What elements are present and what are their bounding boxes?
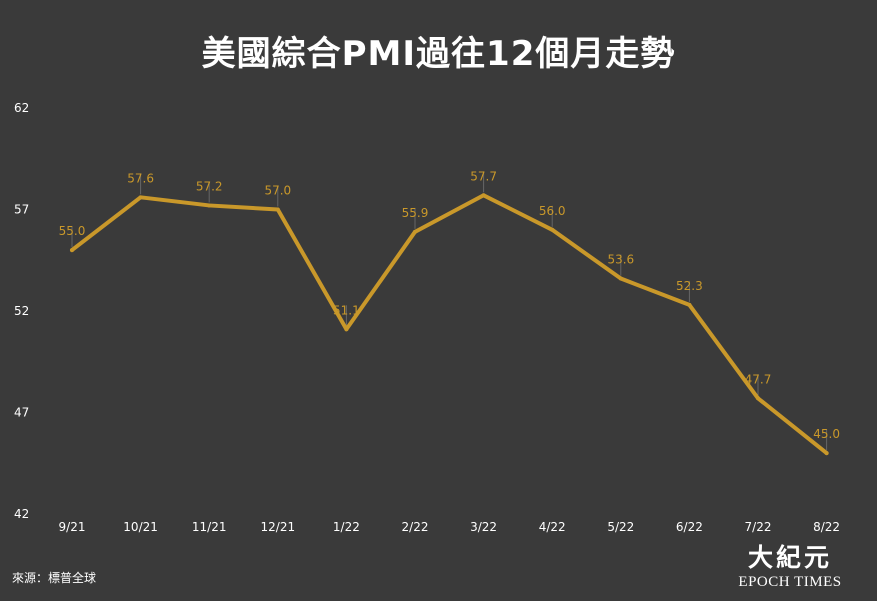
data-labels: 55.0 57.6 57.2 57.0 51.1 55.9 57.7 56.0 53.6 52.3… (59, 169, 840, 441)
x-tick-label: 3/22 (470, 520, 497, 534)
label-guide-lines (71, 171, 828, 451)
source-note: 來源：標普全球 (12, 571, 97, 585)
y-tick-label: 52 (14, 304, 29, 318)
y-tick-label: 62 (14, 101, 29, 115)
logo-chinese-text: 大紀元 (747, 543, 832, 572)
x-tick-label: 11/21 (192, 520, 227, 534)
data-point (687, 302, 692, 307)
y-axis-ticks: 62 57 52 47 42 (14, 101, 29, 521)
x-tick-label: 10/21 (123, 520, 158, 534)
y-tick-label: 47 (14, 406, 29, 420)
epoch-times-logo: 大紀元 EPOCH TIMES (737, 538, 843, 596)
data-label: 45.0 (813, 427, 840, 441)
data-label: 55.9 (402, 206, 429, 220)
data-point (344, 327, 349, 332)
data-label: 57.6 (127, 171, 154, 185)
x-tick-label: 7/22 (745, 520, 772, 534)
data-point (618, 276, 623, 281)
data-label: 51.1 (333, 303, 360, 317)
y-tick-label: 42 (14, 507, 29, 521)
data-point (824, 451, 829, 456)
data-label: 57.2 (196, 179, 223, 193)
data-point (413, 229, 417, 234)
data-label: 57.7 (470, 169, 497, 183)
x-tick-label: 9/21 (59, 520, 86, 534)
x-tick-label: 4/22 (539, 520, 566, 534)
x-tick-label: 1/22 (333, 520, 360, 534)
x-tick-label: 12/21 (261, 520, 296, 534)
logo-english-text: EPOCH TIMES (738, 574, 842, 590)
pmi-series-line (70, 193, 829, 456)
data-label: 57.0 (264, 184, 291, 198)
data-point (550, 227, 555, 232)
data-label: 52.3 (676, 279, 703, 293)
data-point (138, 195, 143, 200)
data-label: 47.7 (745, 372, 772, 386)
x-tick-label: 5/22 (607, 520, 634, 534)
x-tick-label: 2/22 (402, 520, 429, 534)
data-points (70, 193, 829, 456)
x-tick-label: 6/22 (676, 520, 703, 534)
data-point (756, 396, 760, 401)
data-point (275, 207, 280, 212)
data-point (481, 193, 486, 198)
data-point (207, 203, 212, 208)
data-label: 56.0 (539, 204, 566, 218)
x-tick-label: 8/22 (813, 520, 840, 534)
data-label: 55.0 (59, 224, 86, 238)
x-axis-ticks: 9/21 10/21 11/21 12/21 1/22 2/22 3/22 4/22 5/22 6… (59, 520, 841, 534)
data-point (70, 248, 74, 253)
chart-title: 美國綜合PMI過往12個月走勢 (201, 34, 676, 74)
data-label: 53.6 (607, 253, 634, 267)
y-tick-label: 57 (14, 203, 29, 217)
